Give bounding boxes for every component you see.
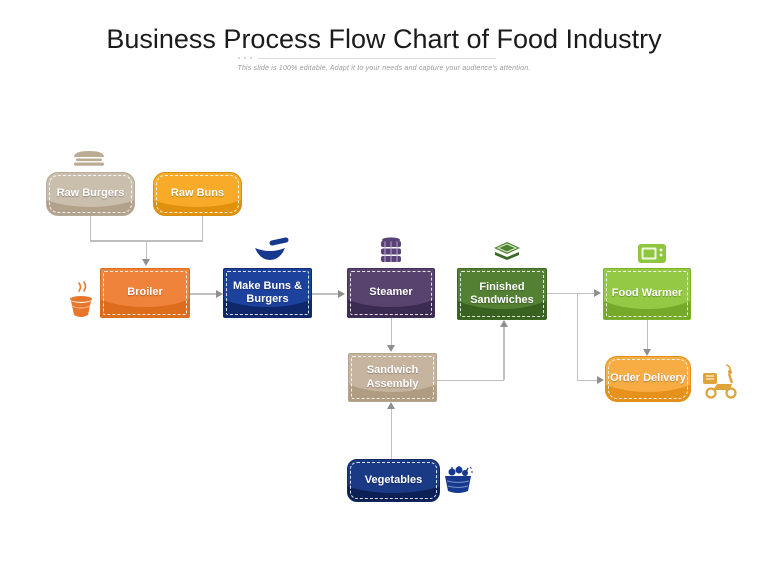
node-order-delivery: Order Delivery <box>605 356 691 402</box>
divider-dots <box>238 57 240 59</box>
node-label: Food Warmer <box>611 287 683 300</box>
arrowhead-into-make-buns <box>216 290 223 298</box>
connector-broiler-makebuns <box>190 293 217 295</box>
arrowhead-into-order-delivery-left <box>597 376 604 384</box>
mortar-pestle-icon <box>251 237 289 263</box>
arrowhead-into-food-warmer <box>594 289 601 297</box>
node-label: Order Delivery <box>610 372 686 385</box>
connector-branch-to-delivery <box>576 379 598 381</box>
connector-branch-down <box>576 293 578 380</box>
steaming-pot-icon <box>66 281 96 321</box>
node-vegetables: Vegetables <box>347 459 440 502</box>
arrowhead-into-order-delivery-top <box>642 349 651 356</box>
arrowhead-into-finished-sandwiches <box>499 320 508 327</box>
node-label: Raw Buns <box>170 187 225 200</box>
vegetable-basket-icon <box>442 463 474 496</box>
subtitle: This slide is 100% editable. Adapt it to… <box>237 65 531 72</box>
node-label: Raw Burgers <box>56 187 125 200</box>
microwave-icon <box>637 243 667 264</box>
node-raw-burgers: Raw Burgers <box>46 172 135 216</box>
connector-vegetables-assembly <box>390 409 392 459</box>
delivery-scooter-icon <box>699 359 741 401</box>
node-label: Steamer <box>369 286 413 299</box>
title-divider <box>258 58 496 59</box>
node-label: Vegetables <box>364 473 423 486</box>
connector-raw-burgers-down <box>89 216 91 241</box>
connector-makebuns-steamer <box>312 293 339 295</box>
arrowhead-into-broiler <box>141 259 150 266</box>
burger-icon <box>70 149 108 167</box>
node-make-buns-burgers: Make Buns & Burgers <box>223 268 312 318</box>
connector-raw-buns-down <box>201 216 203 241</box>
sandwich-icon <box>489 239 525 264</box>
node-raw-buns: Raw Buns <box>153 172 242 216</box>
node-label: Broiler <box>127 286 163 299</box>
node-finished-sandwiches: Finished Sandwiches <box>457 268 547 320</box>
connector-foodwarmer-delivery <box>646 320 648 350</box>
node-food-warmer: Food Warmer <box>603 268 691 320</box>
steamer-stack-icon <box>377 236 405 265</box>
arrowhead-into-assembly-top <box>386 345 395 352</box>
arrowhead-into-assembly-bottom <box>386 402 395 409</box>
connector-merge-to-broiler <box>145 240 147 259</box>
node-sandwich-assembly: Sandwich Assembly <box>348 353 437 402</box>
node-broiler: Broiler <box>100 268 190 318</box>
arrowhead-into-steamer <box>338 290 345 298</box>
node-steamer: Steamer <box>347 268 435 318</box>
node-label: Finished Sandwiches <box>470 280 534 306</box>
page-title: Business Process Flow Chart of Food Indu… <box>106 24 662 54</box>
connector-finished-foodwarmer <box>547 292 595 294</box>
node-label: Make Buns & Burgers <box>232 279 303 305</box>
connector-assembly-up <box>503 327 505 380</box>
connector-steamer-assembly <box>390 318 392 346</box>
connector-assembly-right <box>437 379 504 381</box>
node-label: Sandwich Assembly <box>366 364 419 390</box>
